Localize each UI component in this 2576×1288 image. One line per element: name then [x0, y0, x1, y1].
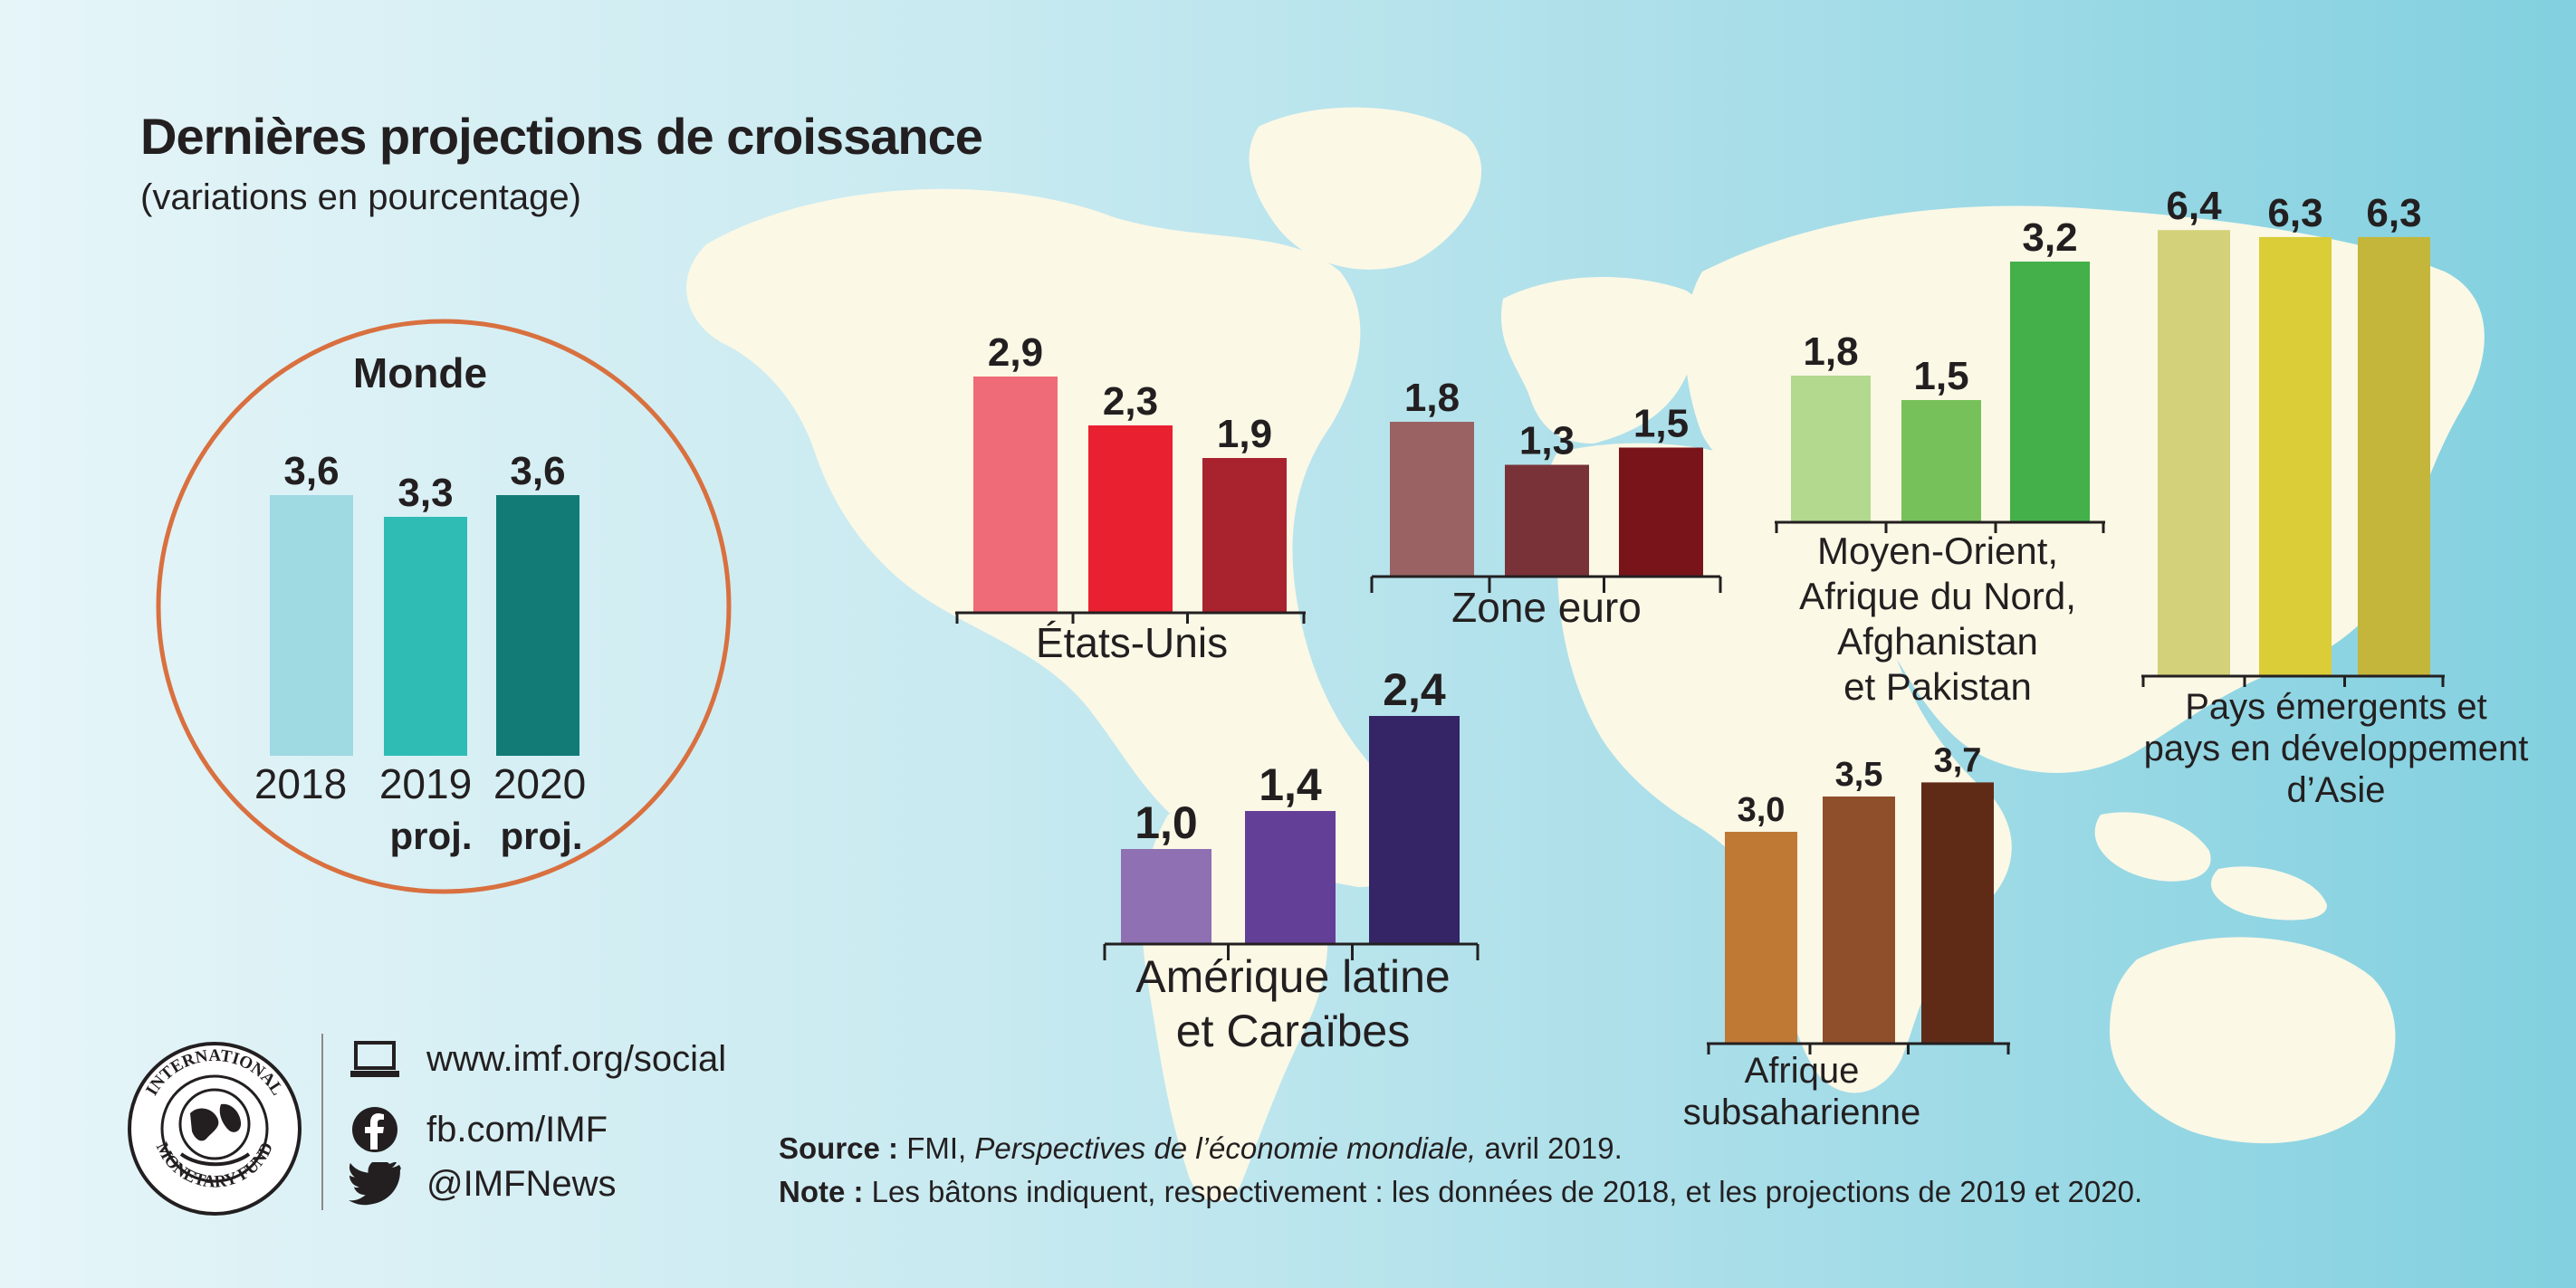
region-label-latam-2: et Caraïbes	[1176, 1006, 1410, 1056]
bar-2018	[270, 495, 353, 756]
data-label-2019: 2,3	[1103, 379, 1158, 424]
bar-2020	[1202, 458, 1287, 613]
x-label-proj-2020: proj.	[501, 815, 583, 857]
chart-monde: Monde 3,6 3,3 3,6 2018 2019 2020 proj. pro…	[254, 349, 586, 857]
x-label-proj-2019: proj.	[390, 815, 473, 857]
data-label-2018: 3,0	[1738, 791, 1786, 829]
data-label-2018: 2,9	[988, 330, 1043, 375]
chart-mena: 1,8 1,5 3,2 Moyen-Orient, Afrique du Nord,…	[1775, 215, 2105, 708]
region-label-asia-3: d’Asie	[2287, 770, 2386, 810]
chart-asie: 6,4 6,3 6,3 Pays émergents et pays en déve…	[2141, 184, 2528, 810]
region-label-usa: États-Unis	[1036, 619, 1228, 666]
facebook-link[interactable]: fb.com/IMF	[426, 1109, 608, 1150]
data-label-2019: 1,3	[1519, 419, 1575, 463]
page-title: Dernières projections de croissance	[140, 108, 983, 165]
bar-2020	[1619, 447, 1703, 577]
region-label-asia-1: Pays émergents et	[2185, 687, 2487, 727]
data-label-2020: 3,6	[510, 449, 565, 493]
chart-etats-unis: 2,9 2,3 1,9 États-Unis	[955, 330, 1306, 666]
bar-2019	[384, 517, 467, 756]
bar-2019	[1088, 425, 1173, 613]
page-subtitle: (variations en pourcentage)	[140, 177, 581, 217]
data-label-2020: 6,3	[2366, 191, 2421, 235]
region-label-euro: Zone euro	[1451, 584, 1642, 631]
chart-title-monde: Monde	[353, 349, 487, 396]
bar-2019	[1901, 400, 1981, 522]
region-label-latam-1: Amérique latine	[1135, 951, 1450, 1002]
bar-2020	[496, 495, 579, 756]
x-label-2019: 2019	[379, 760, 472, 807]
region-label-mena-1: Moyen-Orient,	[1817, 530, 2058, 572]
source-note: Source : FMI, Perspectives de l’économie…	[779, 1131, 1623, 1166]
bar-2019	[2259, 236, 2332, 676]
region-label-mena-2: Afrique du Nord,	[1799, 575, 2076, 617]
bar-2018	[1390, 422, 1474, 577]
facebook-icon	[352, 1107, 397, 1152]
note-text: Les bâtons indiquent, respectivement : l…	[863, 1175, 2143, 1208]
imf-logo: INTERNATIONAL MONETARY FUND	[128, 1042, 302, 1216]
region-label-mena-4: et Pakistan	[1843, 665, 2032, 708]
data-label-2018: 1,0	[1135, 797, 1198, 848]
x-label-2018: 2018	[254, 760, 347, 807]
data-label-2018: 1,8	[1803, 329, 1858, 374]
region-label-asia-2: pays en développement	[2144, 729, 2529, 768]
note: Note : Les bâtons indiquent, respectivem…	[779, 1175, 2142, 1209]
twitter-icon	[349, 1162, 401, 1206]
source-text-before: FMI,	[898, 1131, 975, 1165]
source-text-after: avril 2019.	[1476, 1131, 1623, 1165]
data-label-2018: 6,4	[2166, 184, 2222, 228]
bar-2019	[1823, 797, 1895, 1044]
bar-2018	[973, 377, 1058, 613]
social-facebook[interactable]: fb.com/IMF	[349, 1106, 608, 1153]
data-label-2019: 1,4	[1259, 759, 1322, 810]
social-website[interactable]: www.imf.org/social	[349, 1039, 726, 1080]
region-label-ssa-2: subsaharienne	[1683, 1092, 1920, 1132]
social-twitter[interactable]: @IMFNews	[349, 1162, 617, 1206]
data-label-2020: 2,4	[1383, 664, 1446, 715]
data-label-2018: 1,8	[1404, 376, 1460, 420]
data-label-2018: 3,6	[283, 449, 339, 493]
bar-2020	[1921, 782, 1994, 1044]
note-label: Note :	[779, 1175, 864, 1208]
data-label-2020: 3,2	[2022, 215, 2077, 260]
chart-afrique-subsaharienne: 3,0 3,5 3,7 Afrique subsaharienne	[1683, 741, 2010, 1132]
chart-zone-euro: 1,8 1,3 1,5 Zone euro	[1370, 376, 1722, 631]
bar-2018	[1725, 832, 1797, 1044]
data-label-2019: 3,3	[397, 471, 453, 515]
bar-2020	[2010, 262, 2090, 522]
bar-2018	[2158, 230, 2230, 676]
bar-2019	[1245, 811, 1336, 944]
region-label-mena-3: Afghanistan	[1837, 620, 2038, 663]
bar-2020	[2358, 236, 2430, 676]
source-label: Source :	[779, 1131, 899, 1165]
data-label-2020: 3,7	[1934, 741, 1982, 779]
divider	[321, 1034, 323, 1210]
x-label-2020: 2020	[493, 760, 586, 807]
bar-2018	[1121, 849, 1211, 944]
bar-2019	[1505, 464, 1589, 577]
bar-2020	[1369, 716, 1460, 944]
data-label-2020: 1,9	[1217, 412, 1272, 456]
data-label-2019: 6,3	[2267, 191, 2322, 235]
data-label-2019: 3,5	[1835, 756, 1883, 794]
chart-amerique-latine: 1,0 1,4 2,4 Amérique latine et Caraïbes	[1103, 664, 1480, 1056]
data-label-2020: 1,5	[1633, 402, 1689, 446]
laptop-icon	[350, 1040, 399, 1077]
twitter-link[interactable]: @IMFNews	[426, 1163, 617, 1204]
region-label-ssa-1: Afrique	[1745, 1051, 1860, 1091]
bar-2018	[1791, 376, 1871, 522]
source-publication: Perspectives de l’économie mondiale,	[974, 1131, 1477, 1165]
world-highlight-circle	[156, 319, 732, 894]
website-link[interactable]: www.imf.org/social	[426, 1039, 727, 1079]
data-label-2019: 1,5	[1913, 354, 1968, 398]
